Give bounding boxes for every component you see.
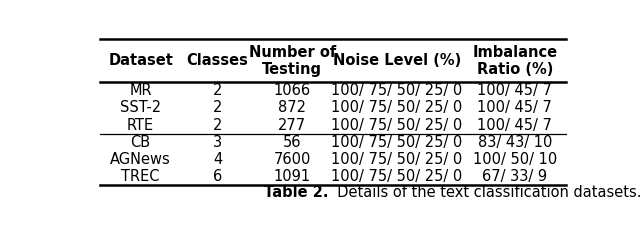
Text: 100/ 75/ 50/ 25/ 0: 100/ 75/ 50/ 25/ 0 [332,135,463,150]
Text: 67/ 33/ 9: 67/ 33/ 9 [482,169,547,184]
Text: CB: CB [131,135,150,150]
Text: 277: 277 [278,118,306,133]
Text: 100/ 75/ 50/ 25/ 0: 100/ 75/ 50/ 25/ 0 [332,118,463,133]
Text: 6: 6 [213,169,222,184]
Text: 100/ 75/ 50/ 25/ 0: 100/ 75/ 50/ 25/ 0 [332,169,463,184]
Text: 2: 2 [213,83,222,98]
Text: 1091: 1091 [274,169,311,184]
Text: 100/ 50/ 10: 100/ 50/ 10 [473,152,557,167]
Text: 1066: 1066 [274,83,311,98]
Text: 2: 2 [213,101,222,116]
Text: Noise Level (%): Noise Level (%) [333,53,461,68]
Text: 100/ 75/ 50/ 25/ 0: 100/ 75/ 50/ 25/ 0 [332,101,463,116]
Text: 872: 872 [278,101,306,116]
Text: 7600: 7600 [273,152,311,167]
Text: AGNews: AGNews [110,152,171,167]
Text: 83/ 43/ 10: 83/ 43/ 10 [477,135,552,150]
Text: SST-2: SST-2 [120,101,161,116]
Text: Table 2.: Table 2. [264,185,328,200]
Text: 100/ 75/ 50/ 25/ 0: 100/ 75/ 50/ 25/ 0 [332,152,463,167]
Text: Number of
Testing: Number of Testing [248,45,336,77]
Text: Dataset: Dataset [108,53,173,68]
Text: 3: 3 [213,135,222,150]
Text: 100/ 45/ 7: 100/ 45/ 7 [477,83,552,98]
Text: 2: 2 [213,118,222,133]
Text: 100/ 75/ 50/ 25/ 0: 100/ 75/ 50/ 25/ 0 [332,83,463,98]
Text: 100/ 45/ 7: 100/ 45/ 7 [477,118,552,133]
Text: 56: 56 [283,135,301,150]
Text: TREC: TREC [122,169,160,184]
Text: Details of the text classification datasets.: Details of the text classification datas… [328,185,640,200]
Text: RTE: RTE [127,118,154,133]
Text: 100/ 45/ 7: 100/ 45/ 7 [477,101,552,116]
Text: Imbalance
Ratio (%): Imbalance Ratio (%) [472,45,557,77]
Text: 4: 4 [213,152,222,167]
Text: Classes: Classes [187,53,248,68]
Text: MR: MR [129,83,152,98]
